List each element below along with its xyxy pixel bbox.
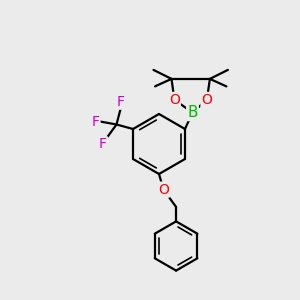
Text: O: O [158, 183, 169, 196]
Text: F: F [117, 95, 125, 109]
Text: O: O [201, 93, 212, 107]
Text: F: F [92, 115, 100, 128]
Text: O: O [169, 93, 180, 107]
Text: F: F [99, 137, 107, 151]
Text: B: B [187, 105, 198, 120]
